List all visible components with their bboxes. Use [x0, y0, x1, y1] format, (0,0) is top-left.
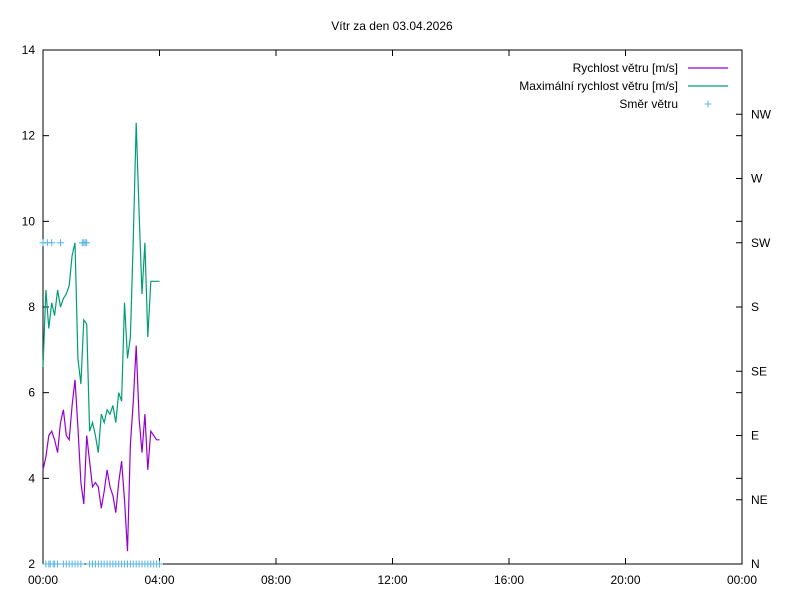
legend-label: Rychlost větru [m/s]	[573, 61, 678, 75]
legend-label: Směr větru	[619, 97, 678, 111]
y-tick-label: 8	[28, 300, 35, 314]
wind-direction-point	[77, 560, 85, 568]
y2-tick-label: N	[751, 557, 760, 571]
wind-speed-line	[42, 345, 160, 552]
x-tick-label: 20:00	[610, 573, 640, 587]
y-tick-label: 12	[22, 129, 36, 143]
x-axis: 00:00 04:00 08:00 12:00 16:00 20:00 00:00	[28, 50, 757, 587]
x-tick-label: 04:00	[144, 573, 174, 587]
chart-title: Vítr za den 03.04.2026	[331, 19, 453, 33]
y2-tick-label: SE	[751, 364, 767, 378]
plot-frame	[42, 49, 743, 565]
wind-direction-point	[56, 239, 64, 247]
x-tick-label: 16:00	[494, 573, 524, 587]
wind-direction-point	[83, 239, 91, 247]
wind-direction-point	[48, 239, 56, 247]
y2-tick-label: E	[751, 429, 759, 443]
y2-tick-label: S	[751, 300, 759, 314]
series-layer	[39, 122, 163, 568]
x-tick-label: 12:00	[377, 573, 407, 587]
y-axis-left: 2 4 6 8 10 12 14	[22, 43, 742, 571]
x-tick-label: 00:00	[28, 573, 58, 587]
y2-tick-label: NE	[751, 493, 768, 507]
max-wind-speed-line	[42, 122, 160, 453]
y-axis-right: N NE E SE S SW W NW	[736, 107, 772, 571]
y-tick-label: 14	[22, 43, 36, 57]
y-tick-label: 4	[28, 471, 35, 485]
y-tick-label: 6	[28, 386, 35, 400]
legend-label: Maximální rychlost větru [m/s]	[519, 79, 678, 93]
x-tick-label: 08:00	[261, 573, 291, 587]
wind-direction-point	[156, 560, 163, 568]
legend: Rychlost větru [m/s] Maximální rychlost v…	[519, 61, 728, 111]
x-tick-label: 00:00	[727, 573, 757, 587]
y2-tick-label: NW	[751, 107, 772, 121]
y2-tick-label: SW	[751, 236, 771, 250]
legend-marker	[704, 100, 712, 108]
y-tick-label: 10	[22, 214, 36, 228]
y2-tick-label: W	[751, 172, 763, 186]
y-tick-label: 2	[28, 557, 35, 571]
